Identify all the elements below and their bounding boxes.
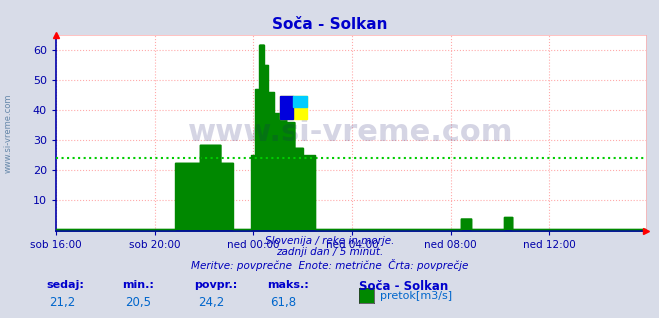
Text: min.:: min.: [122, 280, 154, 290]
Text: Soča - Solkan: Soča - Solkan [272, 17, 387, 32]
Bar [280, 96, 306, 119]
Text: 24,2: 24,2 [198, 296, 224, 309]
Text: Meritve: povprečne  Enote: metrične  Črta: povprečje: Meritve: povprečne Enote: metrične Črta:… [191, 259, 468, 271]
Text: maks.:: maks.: [267, 280, 308, 290]
Text: 61,8: 61,8 [270, 296, 297, 309]
Text: Slovenija / reke in morje.: Slovenija / reke in morje. [265, 236, 394, 246]
Bar [280, 96, 293, 119]
Text: Soča - Solkan: Soča - Solkan [359, 280, 448, 294]
Text: pretok[m3/s]: pretok[m3/s] [380, 291, 452, 301]
Text: 21,2: 21,2 [49, 296, 76, 309]
Bar [293, 96, 306, 107]
Text: zadnji dan / 5 minut.: zadnji dan / 5 minut. [276, 247, 383, 257]
Text: www.si-vreme.com: www.si-vreme.com [188, 118, 513, 147]
Text: 20,5: 20,5 [125, 296, 151, 309]
Text: sedaj:: sedaj: [46, 280, 84, 290]
Text: povpr.:: povpr.: [194, 280, 238, 290]
Text: www.si-vreme.com: www.si-vreme.com [3, 94, 13, 173]
